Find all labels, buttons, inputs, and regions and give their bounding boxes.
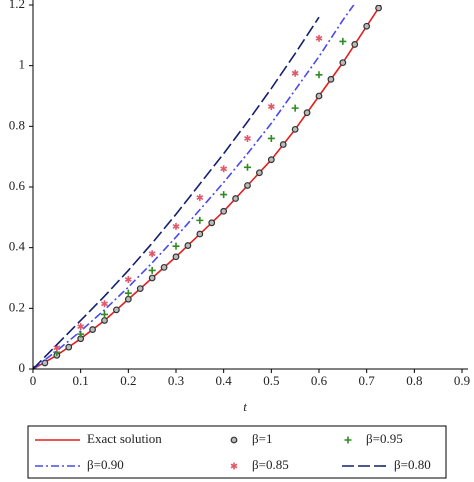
y-tick-label: 0.6: [9, 178, 26, 193]
legend-label: β=0.90: [87, 457, 124, 472]
circle-marker: [113, 306, 120, 314]
plus-marker: [291, 104, 299, 112]
circle-marker: [196, 230, 204, 238]
circle-marker: [124, 295, 132, 303]
y-tick-label: 1.2: [9, 0, 25, 11]
circle-marker: [375, 5, 382, 12]
circle-marker: [184, 242, 192, 249]
x-tick-label: 0.3: [168, 373, 184, 388]
circle-marker: [339, 59, 347, 67]
y-tick-label: 0.8: [9, 117, 25, 132]
circle-marker: [363, 22, 371, 30]
circle-marker: [267, 156, 275, 164]
plus-marker: [339, 37, 347, 45]
legend-box: [27, 425, 447, 479]
series-line: [33, 5, 382, 369]
circle-marker: [315, 92, 323, 100]
y-tick-label: 0.2: [9, 299, 25, 314]
circle-marker: [327, 75, 335, 83]
plus-marker: [172, 242, 180, 250]
x-tick-label: 0.7: [359, 373, 376, 388]
star-marker: [101, 300, 108, 308]
x-tick-label: 0.6: [311, 373, 328, 388]
legend-label: β=0.95: [366, 431, 403, 446]
legend-label: Exact solution: [87, 431, 162, 446]
circle-marker: [291, 125, 299, 133]
y-tick-label: 0.4: [9, 239, 26, 254]
plus-marker: [315, 71, 323, 79]
circle-marker: [303, 109, 311, 117]
circle-marker: [351, 41, 359, 48]
circle-marker: [244, 182, 251, 189]
star-marker: [267, 103, 275, 111]
x-axis-label: t: [243, 399, 247, 414]
x-tick-label: 0.8: [406, 373, 422, 388]
star-marker: [244, 134, 251, 142]
y-tick-label: 0: [19, 360, 26, 375]
star-marker: [291, 69, 299, 77]
plus-marker: [148, 266, 156, 274]
x-tick-label: 0.5: [263, 373, 279, 388]
circle-marker: [136, 285, 144, 293]
star-marker: [196, 194, 204, 202]
circle-marker: [279, 141, 287, 148]
plus-marker: [220, 191, 228, 199]
circle-marker: [208, 219, 216, 227]
plus-marker: [124, 289, 132, 297]
circle-marker: [160, 263, 168, 271]
x-tick-label: 0: [30, 373, 37, 388]
circle-marker: [220, 207, 228, 215]
x-tick-label: 0.4: [216, 373, 233, 388]
plus-marker: [101, 310, 108, 318]
x-tick-label: 0.2: [120, 373, 136, 388]
circle-marker: [232, 195, 239, 202]
legend-label: β=0.80: [394, 457, 431, 472]
star-marker: [220, 165, 228, 173]
y-tick-label: 1: [19, 57, 26, 72]
plus-marker: [244, 163, 251, 171]
x-tick-label: 0.9: [454, 373, 470, 388]
star-marker: [148, 250, 156, 258]
series-line: [33, 16, 320, 369]
plot-area: [33, 5, 382, 369]
legend-label: β=0.85: [252, 457, 289, 472]
plus-marker: [196, 216, 204, 224]
circle-marker: [65, 343, 73, 351]
star-marker: [172, 222, 180, 230]
series-line: [33, 5, 355, 369]
legend-swatch: [230, 436, 238, 444]
circle-marker: [148, 274, 156, 282]
legend-swatch: [230, 462, 238, 470]
circle-marker: [101, 317, 108, 324]
circle-marker: [256, 169, 263, 177]
legend-swatch: [344, 436, 352, 444]
plus-marker: [267, 134, 275, 142]
circle-marker: [172, 253, 180, 261]
circle-marker: [89, 326, 96, 333]
legend-label: β=1: [252, 431, 272, 446]
star-marker: [124, 276, 132, 284]
x-tick-label: 0.1: [73, 373, 89, 388]
star-marker: [77, 323, 85, 331]
star-marker: [315, 34, 323, 42]
